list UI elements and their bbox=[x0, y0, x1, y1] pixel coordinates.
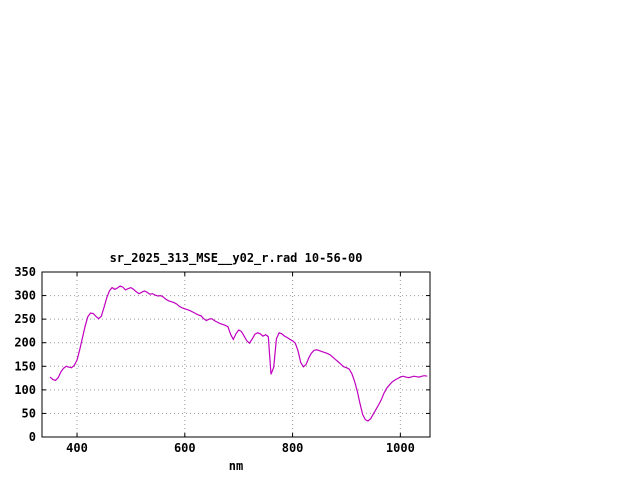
y-tick-label: 200 bbox=[14, 336, 36, 350]
y-tick-label: 100 bbox=[14, 383, 36, 397]
x-tick-label: 1000 bbox=[386, 441, 415, 455]
y-tick-label: 250 bbox=[14, 312, 36, 326]
y-tick-label: 50 bbox=[22, 406, 36, 420]
y-tick-label: 350 bbox=[14, 265, 36, 279]
x-tick-label: 600 bbox=[174, 441, 196, 455]
chart-title: sr_2025_313_MSE__y02_r.rad 10-56-00 bbox=[109, 251, 363, 265]
x-tick-label: 400 bbox=[66, 441, 88, 455]
x-axis-label: nm bbox=[228, 459, 244, 473]
y-tick-label: 150 bbox=[14, 359, 36, 373]
y-tick-label: 0 bbox=[29, 430, 36, 444]
x-tick-label: 800 bbox=[282, 441, 304, 455]
plot-border bbox=[41, 271, 431, 438]
spectrum-series-line bbox=[49, 285, 428, 422]
y-tick-label: 300 bbox=[14, 289, 36, 303]
